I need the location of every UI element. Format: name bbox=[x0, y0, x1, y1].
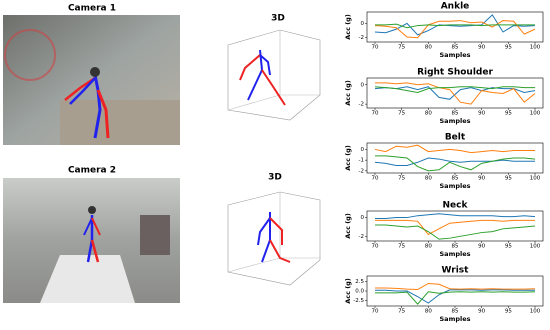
chart-title: Belt bbox=[445, 133, 466, 143]
plot-frame bbox=[366, 275, 544, 307]
y-tick-label: 0 bbox=[361, 21, 365, 27]
y-tick-label: 0 bbox=[361, 82, 365, 88]
y-axis-label: Acc (g) bbox=[344, 145, 352, 171]
panel-title: Camera 2 bbox=[68, 166, 116, 176]
x-axis-label: Samples bbox=[440, 51, 471, 59]
x-tick-label: 100 bbox=[530, 45, 541, 51]
x-tick-label: 70 bbox=[372, 111, 379, 117]
y-tick-label: -2.5 bbox=[353, 298, 364, 304]
series-line bbox=[375, 224, 536, 240]
camera-image bbox=[3, 15, 180, 145]
y-axis-label: Acc (g) bbox=[344, 14, 352, 40]
x-tick-label: 100 bbox=[530, 111, 541, 117]
x-tick-label: 75 bbox=[398, 244, 405, 250]
x-tick-label: 85 bbox=[452, 111, 459, 117]
x-tick-label: 70 bbox=[372, 244, 379, 250]
x-tick-label: 70 bbox=[372, 45, 379, 51]
panel-title: 3D bbox=[271, 14, 285, 24]
camera-image bbox=[3, 178, 180, 303]
x-tick-label: 70 bbox=[372, 176, 379, 182]
y-tick-label: -2 bbox=[359, 35, 364, 41]
y-axis-label: Acc (g) bbox=[344, 213, 352, 239]
x-tick-label: 80 bbox=[425, 244, 432, 250]
x-tick-label: 70 bbox=[372, 309, 379, 315]
x-tick-label: 100 bbox=[530, 244, 541, 250]
x-tick-label: 80 bbox=[425, 176, 432, 182]
plot-frame bbox=[366, 11, 544, 43]
plot-frame bbox=[366, 142, 544, 174]
series-line bbox=[374, 86, 536, 100]
x-tick-label: 80 bbox=[425, 111, 432, 117]
series-line bbox=[374, 157, 535, 166]
plot-frame bbox=[366, 210, 544, 242]
y-axis-label: Acc (g) bbox=[344, 80, 352, 106]
y-tick-label: 0.0 bbox=[355, 289, 364, 295]
x-tick-label: 95 bbox=[505, 309, 512, 315]
panel-title: Camera 1 bbox=[68, 4, 116, 14]
x-axis-label: Samples bbox=[440, 315, 471, 323]
x-tick-label: 75 bbox=[398, 111, 405, 117]
x-tick-label: 90 bbox=[478, 244, 485, 250]
x-tick-label: 95 bbox=[505, 45, 512, 51]
y-tick-label: -1 bbox=[359, 158, 364, 164]
chart-title: Ankle bbox=[441, 2, 470, 12]
x-tick-label: 75 bbox=[398, 45, 405, 51]
x-tick-label: 95 bbox=[505, 111, 512, 117]
y-tick-label: 0 bbox=[361, 147, 365, 153]
plot-frame bbox=[366, 77, 544, 109]
y-tick-label: -2 bbox=[359, 102, 364, 108]
y-tick-label: 0 bbox=[361, 215, 365, 221]
x-tick-label: 95 bbox=[505, 176, 512, 182]
series-line bbox=[375, 23, 535, 29]
x-tick-label: 85 bbox=[452, 176, 459, 182]
x-tick-label: 90 bbox=[478, 176, 485, 182]
x-tick-label: 100 bbox=[530, 309, 541, 315]
series-line bbox=[374, 86, 535, 94]
x-axis-label: Samples bbox=[440, 182, 471, 190]
x-axis-label: Samples bbox=[440, 250, 471, 258]
x-tick-label: 100 bbox=[530, 176, 541, 182]
series-line bbox=[375, 82, 536, 105]
x-tick-label: 80 bbox=[425, 309, 432, 315]
series-line bbox=[375, 291, 536, 305]
series-line bbox=[375, 155, 536, 172]
chart-title: Wrist bbox=[442, 266, 470, 276]
x-tick-label: 75 bbox=[398, 176, 405, 182]
series-line bbox=[374, 144, 535, 154]
x-tick-label: 95 bbox=[505, 244, 512, 250]
x-axis-label: Samples bbox=[440, 117, 471, 125]
y-tick-label: -2 bbox=[359, 234, 364, 240]
x-tick-label: 85 bbox=[452, 309, 459, 315]
chart-title: Right Shoulder bbox=[417, 68, 493, 78]
x-tick-label: 75 bbox=[398, 309, 405, 315]
series-line bbox=[375, 219, 535, 236]
x-tick-label: 90 bbox=[478, 309, 485, 315]
chart-title: Neck bbox=[443, 201, 469, 211]
series-line bbox=[375, 289, 535, 304]
skeleton-3d bbox=[227, 191, 321, 286]
y-axis-label: Acc (g) bbox=[344, 278, 352, 304]
series-line bbox=[375, 213, 536, 219]
y-tick-label: -2 bbox=[359, 168, 364, 174]
skeleton-3d bbox=[227, 29, 321, 121]
panel-title: 3D bbox=[268, 173, 282, 183]
x-tick-label: 90 bbox=[478, 111, 485, 117]
x-tick-label: 90 bbox=[478, 45, 485, 51]
x-tick-label: 85 bbox=[452, 244, 459, 250]
x-tick-label: 80 bbox=[425, 45, 432, 51]
series-line bbox=[375, 282, 536, 291]
x-tick-label: 85 bbox=[452, 45, 459, 51]
y-tick-label: 2.5 bbox=[355, 279, 364, 285]
series-line bbox=[374, 20, 536, 39]
